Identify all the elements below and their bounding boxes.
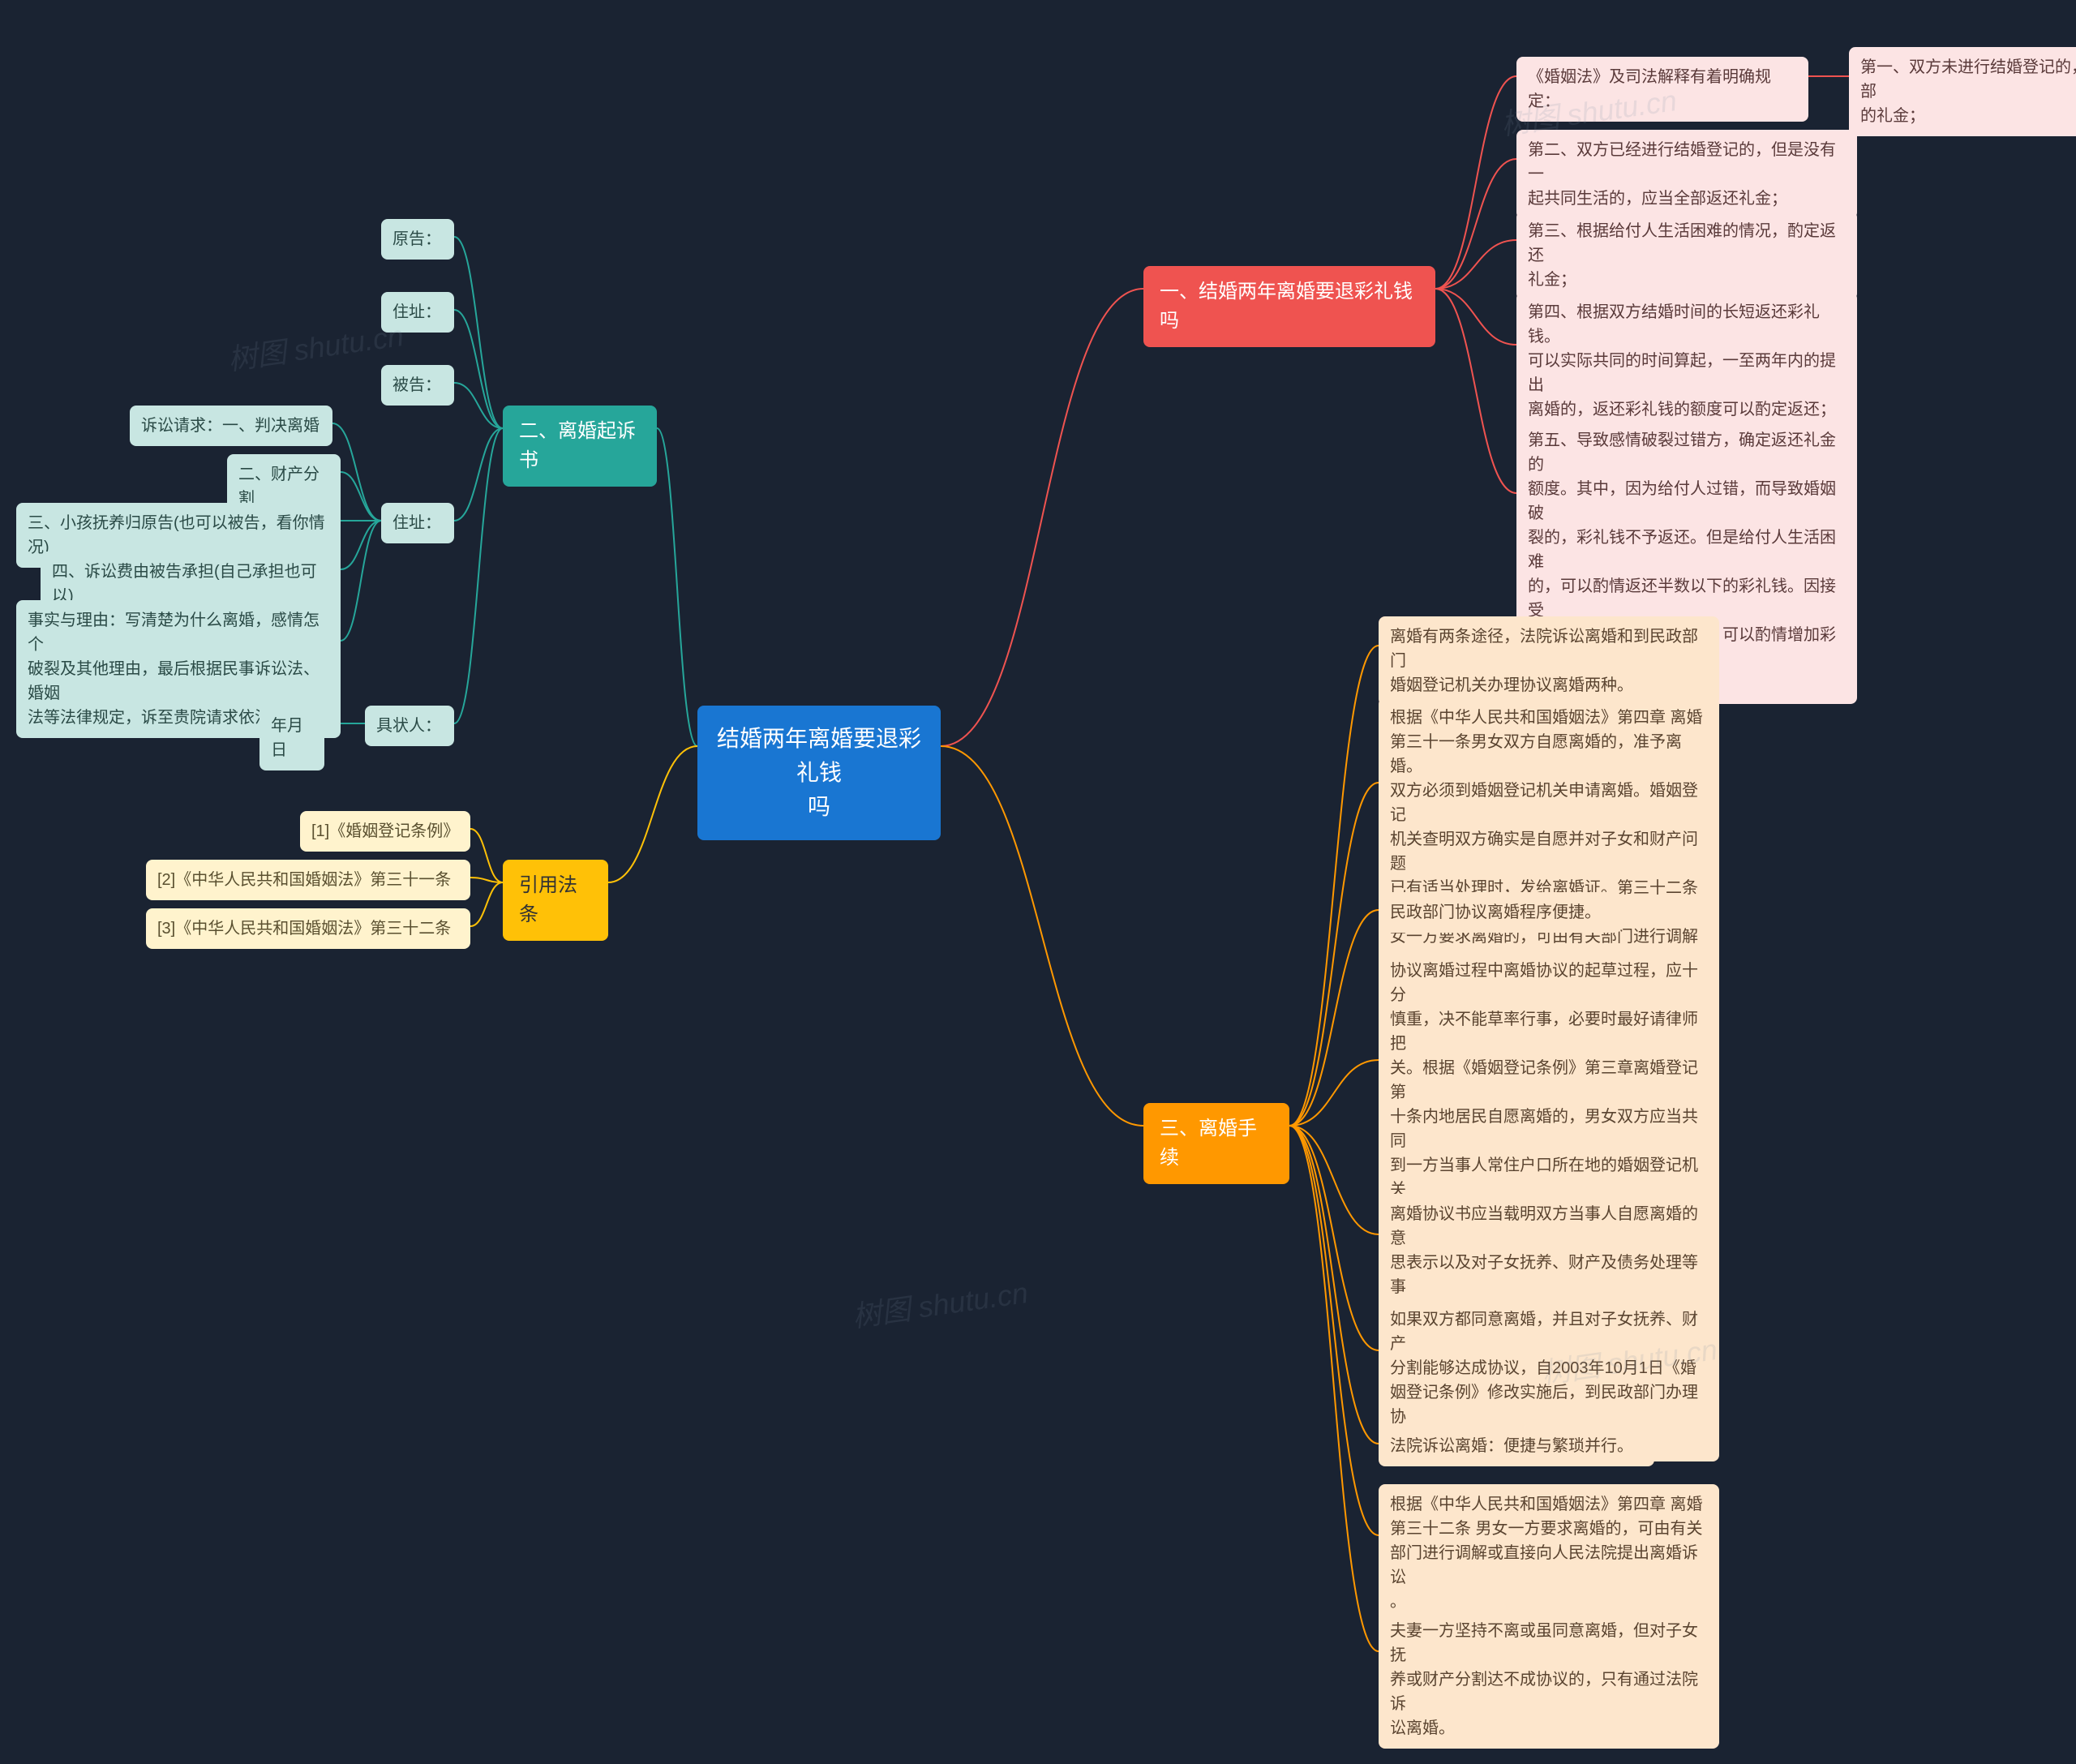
leaf-b4-2[interactable]: [3]《中华人民共和国婚姻法》第三十二条 (146, 908, 470, 949)
leaf-b4-0[interactable]: [1]《婚姻登记条例》 (300, 811, 470, 852)
leaf-b2-3-0[interactable]: 诉讼请求：一、判决离婚 (130, 406, 332, 446)
leaf-b3-0[interactable]: 离婚有两条途径，法院诉讼离婚和到民政部门 婚姻登记机关办理协议离婚两种。 (1379, 616, 1719, 706)
leaf-b2-4[interactable]: 具状人： (365, 706, 454, 746)
leaf-b3-6[interactable]: 法院诉讼离婚：便捷与繁琐并行。 (1379, 1426, 1654, 1466)
leaf-b1-0-0[interactable]: 第一、双方未进行结婚登记的，应当返还全部 的礼金； (1849, 47, 2076, 136)
leaf-b3-8[interactable]: 夫妻一方坚持不离或虽同意离婚，但对子女抚 养或财产分割达不成协议的，只有通过法院… (1379, 1611, 1719, 1749)
leaf-b1-0[interactable]: 《婚姻法》及司法解释有着明确规定： (1516, 57, 1808, 122)
leaf-b3-2[interactable]: 民政部门协议离婚程序便捷。 (1379, 892, 1622, 933)
branch-b4[interactable]: 引用法条 (503, 860, 608, 941)
leaf-b2-3[interactable]: 住址： (381, 503, 454, 543)
leaf-b2-0[interactable]: 原告： (381, 219, 454, 260)
leaf-b3-7[interactable]: 根据《中华人民共和国婚姻法》第四章 离婚 第三十二条 男女一方要求离婚的，可由有… (1379, 1484, 1719, 1622)
branch-b2[interactable]: 二、离婚起诉书 (503, 406, 657, 487)
leaf-b1-1[interactable]: 第二、双方已经进行结婚登记的，但是没有一 起共同生活的，应当全部返还礼金； (1516, 130, 1857, 219)
leaf-b1-2[interactable]: 第三、根据给付人生活困难的情况，酌定返还 礼金； (1516, 211, 1857, 300)
root-node[interactable]: 结婚两年离婚要退彩礼钱 吗 (697, 706, 941, 840)
watermark: 树图 shutu.cn (849, 1269, 1030, 1336)
leaf-b2-4-0[interactable]: 年月日 (260, 706, 324, 770)
watermark: 树图 shutu.cn (225, 312, 405, 379)
leaf-b4-1[interactable]: [2]《中华人民共和国婚姻法》第三十一条 (146, 860, 470, 900)
branch-b3[interactable]: 三、离婚手续 (1143, 1103, 1289, 1184)
leaf-b2-2[interactable]: 被告： (381, 365, 454, 406)
leaf-b2-1[interactable]: 住址： (381, 292, 454, 333)
branch-b1[interactable]: 一、结婚两年离婚要退彩礼钱吗 (1143, 266, 1435, 347)
